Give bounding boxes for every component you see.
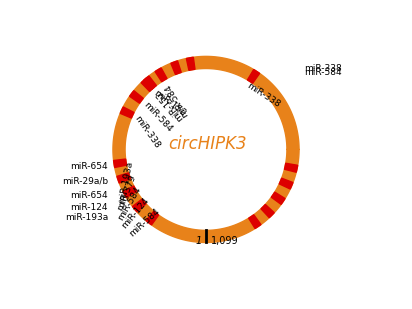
Text: miR-654: miR-654 (70, 191, 108, 200)
Text: miR-29a/b: miR-29a/b (62, 177, 108, 186)
Text: circHIPK3: circHIPK3 (169, 135, 247, 153)
Polygon shape (141, 78, 154, 91)
Polygon shape (113, 56, 299, 243)
Text: miR-338: miR-338 (304, 64, 342, 73)
Polygon shape (120, 107, 134, 118)
Text: miR-584: miR-584 (304, 68, 342, 77)
Polygon shape (279, 178, 293, 189)
Text: miR-152: miR-152 (152, 89, 187, 119)
Text: miR-338: miR-338 (133, 114, 162, 150)
Text: miR-584: miR-584 (116, 184, 143, 222)
Polygon shape (133, 199, 146, 212)
Polygon shape (261, 205, 274, 218)
Text: miR-584: miR-584 (128, 207, 162, 239)
Polygon shape (248, 70, 260, 83)
Polygon shape (272, 192, 285, 204)
Text: miR-584: miR-584 (141, 100, 173, 134)
Polygon shape (130, 91, 143, 103)
Text: miR-584: miR-584 (163, 81, 190, 118)
Polygon shape (186, 57, 195, 70)
Text: miR-193a: miR-193a (117, 161, 134, 205)
Text: miR-654: miR-654 (70, 162, 108, 171)
Polygon shape (123, 186, 137, 198)
Polygon shape (284, 163, 298, 172)
Polygon shape (114, 159, 126, 167)
Polygon shape (143, 76, 157, 90)
Polygon shape (146, 211, 159, 225)
Text: 1: 1 (196, 236, 202, 247)
Text: 1,099: 1,099 (211, 236, 239, 247)
Polygon shape (155, 68, 167, 82)
Text: miR-124: miR-124 (119, 196, 150, 231)
Text: miR-124: miR-124 (70, 203, 108, 212)
Text: miR-338: miR-338 (246, 81, 282, 109)
Text: miR-152: miR-152 (153, 88, 184, 122)
Polygon shape (171, 61, 181, 74)
Polygon shape (249, 215, 261, 229)
Polygon shape (117, 173, 131, 183)
Text: miR-379: miR-379 (116, 173, 138, 211)
Text: miR-193a: miR-193a (65, 213, 108, 222)
